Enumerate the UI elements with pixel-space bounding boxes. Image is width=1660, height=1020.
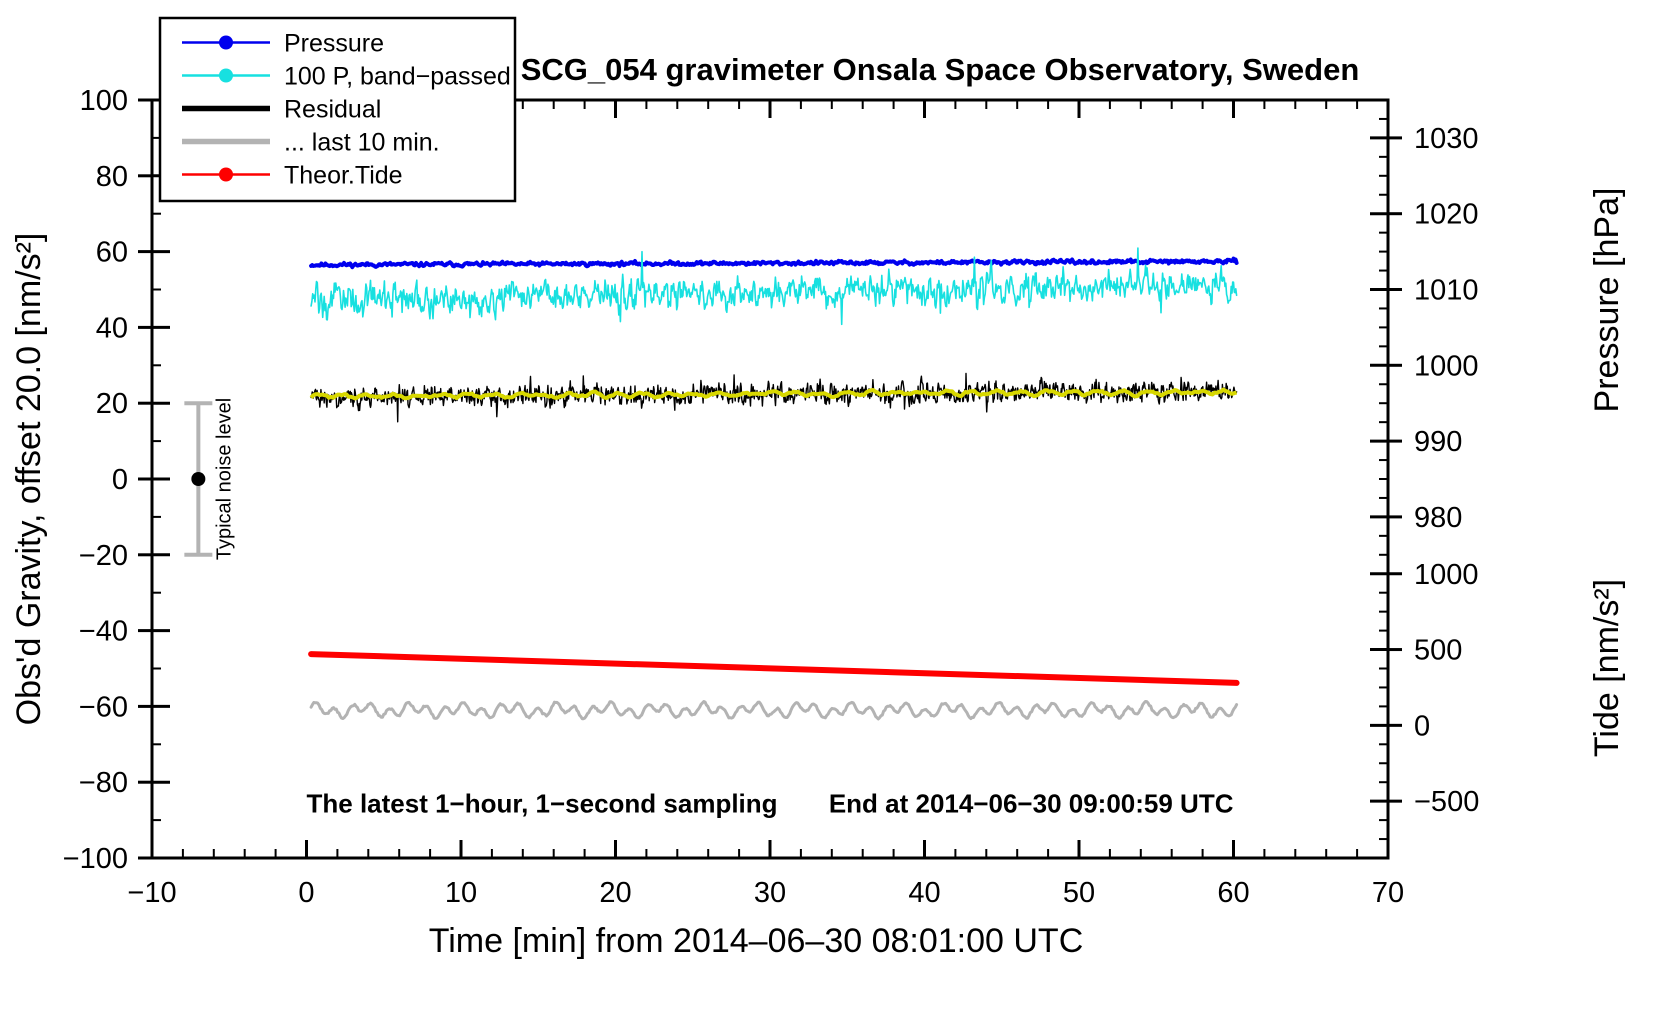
legend-item-residual[interactable]: Residual [182,96,381,124]
noise-bar-label: Typical noise level [213,398,235,560]
x-axis: −10 0 10 20 30 40 50 60 70 [127,100,1404,909]
y-tick-label-tide: 1000 [1414,559,1479,591]
legend-item-label: Residual [284,96,381,124]
x-tick-label: 20 [599,877,631,909]
noise-bar-center-dot [191,472,206,486]
y-axis-right-tide: 1000 500 0 −500 [1370,553,1479,859]
y-tick-label-pressure: 1030 [1414,123,1479,155]
series-trace-last-10-min [309,700,1239,721]
y-tick-label-left: 0 [112,464,128,496]
y-tick-label-left: −60 [79,691,128,723]
legend-swatch-dot [219,35,233,50]
series-trace-100-p-band-passed [310,247,1238,326]
legend-item-label: ... last 10 min. [284,129,440,157]
y-tick-label-left: 60 [96,237,128,269]
y-axis-right-pressure: 1030 1020 1010 1000 990 980 [1370,99,1479,537]
x-tick-label: 40 [908,877,940,909]
legend-swatch-dot [219,68,233,83]
plot-series-group [308,247,1240,721]
y-axis-title-left: Obs'd Gravity, offset 20.0 [nm/s²] [10,233,48,726]
y-tick-label-left: −40 [79,616,128,648]
x-axis-title: Time [min] from 2014‒06‒30 08:01:00 UTC [429,922,1084,960]
y-tick-label-left: −100 [63,843,128,875]
x-tick-label: 10 [445,877,477,909]
y-tick-label-left: 40 [96,312,128,344]
legend-item-pressure[interactable]: Pressure [182,30,384,58]
y-tick-label-pressure: 1000 [1414,350,1479,382]
y-tick-label-left: 100 [80,85,128,117]
legend-item-label: Pressure [284,30,384,58]
sampling-note: The latest 1−hour, 1−second sampling [307,789,778,819]
y-axis-left: 100 80 60 40 20 0 −20 −40 −60 −80 −100 [63,85,170,875]
legend[interactable]: Pressure 100 P, band−passed Residual ... la… [158,16,517,203]
x-tick-label: −10 [127,877,176,909]
legend-item-label: Theor.Tide [284,162,403,190]
series-trace-theor-tide [308,651,1240,686]
x-tick-label: 30 [754,877,786,909]
y-tick-label-pressure: 1010 [1414,275,1479,307]
y-axis-title-pressure: Pressure [hPa] [1588,188,1626,413]
series-trace-smoothed-residual [309,387,1238,401]
y-tick-label-left: 20 [96,388,128,420]
y-tick-label-pressure: 990 [1414,426,1462,458]
x-tick-label: 0 [298,877,314,909]
legend-item-theor-tide[interactable]: Theor.Tide [182,162,403,190]
y-tick-label-left: −20 [79,540,128,572]
chart-title: SCG_054 gravimeter Onsala Space Observat… [521,52,1360,87]
legend-swatch-dot [219,167,233,182]
x-tick-label: 50 [1063,877,1095,909]
y-tick-label-tide: 500 [1414,635,1462,667]
end-time-note: End at 2014−06−30 09:00:59 UTC [829,789,1234,819]
y-tick-label-left: −80 [79,767,128,799]
y-tick-label-left: 80 [96,161,128,193]
x-tick-label: 70 [1372,877,1404,909]
x-tick-label: 60 [1217,877,1249,909]
y-tick-label-pressure: 980 [1414,502,1462,534]
typical-noise-level-indicator: Typical noise level [184,398,235,560]
legend-item-label: 100 P, band−passed [284,63,511,91]
y-tick-label-tide: 0 [1414,710,1430,742]
legend-item-last-10-min[interactable]: ... last 10 min. [182,129,440,157]
plot-annotations: The latest 1−hour, 1−second sampling End … [307,789,1234,819]
y-tick-label-pressure: 1020 [1414,199,1479,231]
legend-item-100-p-band-passed[interactable]: 100 P, band−passed [182,63,511,91]
y-axis-title-tide: Tide [nm/s²] [1588,579,1626,757]
series-trace-pressure [309,256,1239,270]
y-tick-label-tide: −500 [1414,786,1479,818]
